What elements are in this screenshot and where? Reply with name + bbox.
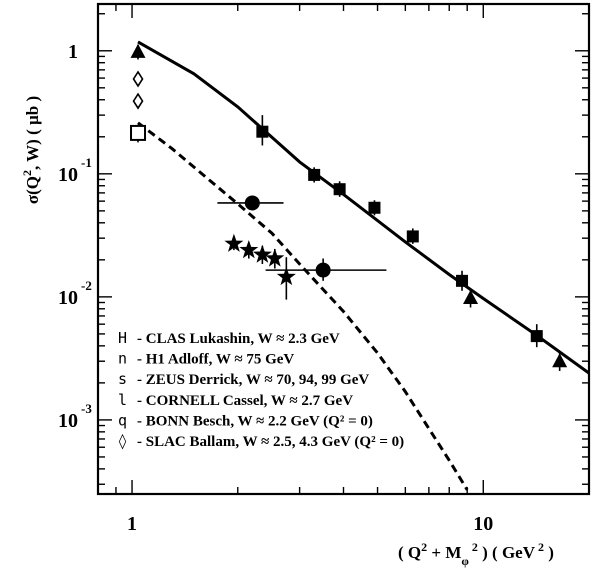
tick-labels-layer: 110-110-210-31 10 [58,41,493,535]
y-tick-exponent: -1 [81,155,92,170]
legend-symbol: ◊ [118,432,127,450]
data-point-open-diamond [132,70,144,88]
x-tick-label: 10 [473,513,493,535]
data-point-filled-square [456,274,469,287]
data-point-filled-triangle [130,43,146,58]
legend-symbol: s [118,370,127,388]
x-tick-label: 1 [127,513,137,535]
y-tick-label: 10-1 [58,155,92,186]
data-point-filled-triangle [552,353,568,368]
curve-dashed [137,121,469,491]
y-tick-mantissa: 10 [58,287,78,309]
x-axis-title: ( Q2 + Mφ 2 ) ( GeV 2 ) [398,540,554,568]
ticks-layer [97,4,590,494]
data-point-filled-square [530,330,543,343]
y-axis-title: σ(Q2, W) ( µb ) [20,96,42,204]
y-tick-exponent: -2 [81,278,92,293]
data-point-filled-star [276,267,296,286]
data-point-filled-square [368,201,381,214]
y-tick-mantissa: 1 [68,41,78,63]
data-point-filled-star [265,248,285,267]
y-tick-label: 10-2 [58,278,92,309]
y-tick-mantissa: 10 [58,164,78,186]
legend-entry: s - ZEUS Derrick, W ≈ 70, 94, 99 GeV [118,370,369,388]
data-point-filled-square [256,125,269,138]
legend-label: - H1 Adloff, W ≈ 75 GeV [137,352,294,368]
legend-label: - SLAC Ballam, W ≈ 2.5, 4.3 GeV (Q² = 0) [137,434,404,450]
data-point-filled-star [224,233,244,252]
curves-layer [137,40,590,491]
data-point-open-square [130,124,147,141]
data-point-filled-square [406,230,419,243]
data-point-filled-star [239,240,259,259]
data-point-filled-circle [315,262,331,278]
legend-symbol: q [118,411,127,429]
curve-solid [137,40,590,375]
data-point-open-diamond [132,92,144,110]
legend-entry: q - BONN Besch, W ≈ 2.2 GeV (Q² = 0) [118,411,373,429]
y-tick-label: 10-3 [58,401,92,432]
data-point-filled-star [252,244,272,263]
legend-label: - BONN Besch, W ≈ 2.2 GeV (Q² = 0) [137,413,373,429]
legend-entry: l - CORNELL Cassel, W ≈ 2.7 GeV [118,391,353,409]
error-bars-layer [137,44,561,371]
legend-label: - CORNELL Cassel, W ≈ 2.7 GeV [137,393,353,409]
legend-entry: n - H1 Adloff, W ≈ 75 GeV [118,350,294,368]
data-point-filled-square [308,168,321,181]
data-point-filled-square [333,183,346,196]
legend-entry: H - CLAS Lukashin, W ≈ 2.3 GeV [118,329,340,347]
legend-symbol: n [118,350,127,368]
legend: H - CLAS Lukashin, W ≈ 2.3 GeV n - H1 Adlof… [118,329,404,450]
y-tick-exponent: -3 [81,401,92,416]
y-tick-label: 1 [68,41,78,63]
legend-label: - CLAS Lukashin, W ≈ 2.3 GeV [137,331,340,347]
markers-layer [130,43,568,368]
data-point-filled-triangle [463,289,479,304]
legend-label: - ZEUS Derrick, W ≈ 70, 94, 99 GeV [137,372,369,388]
legend-symbol: H [118,329,127,347]
legend-entry: ◊ - SLAC Ballam, W ≈ 2.5, 4.3 GeV (Q² = 0… [118,432,404,450]
y-tick-mantissa: 10 [58,410,78,432]
legend-symbol: l [118,391,127,409]
data-point-filled-circle [244,195,260,211]
